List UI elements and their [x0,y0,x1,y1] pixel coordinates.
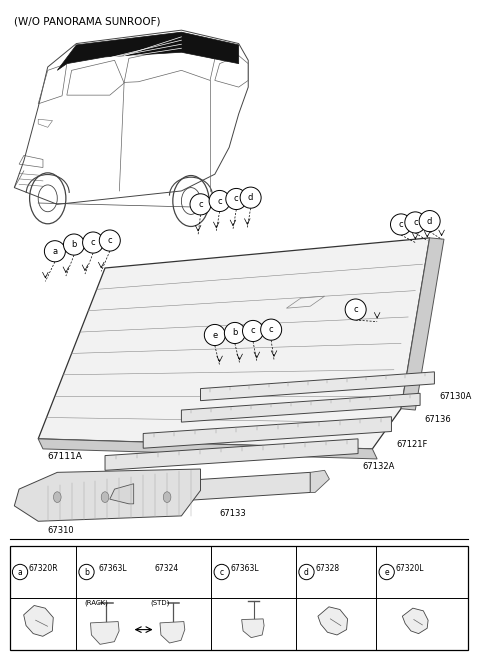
Polygon shape [57,32,239,70]
Polygon shape [14,469,201,521]
Polygon shape [201,372,434,401]
Polygon shape [110,484,133,504]
Text: b: b [232,328,238,338]
Ellipse shape [79,564,94,580]
Text: 67111A: 67111A [48,452,83,461]
Ellipse shape [44,241,65,262]
Text: 67130A: 67130A [439,392,471,401]
Text: 67310: 67310 [48,526,74,535]
Text: c: c [217,196,222,206]
Text: d: d [304,567,309,576]
Text: 67121F: 67121F [396,440,428,449]
Ellipse shape [99,230,120,251]
Text: a: a [18,567,23,576]
Ellipse shape [405,212,426,233]
Text: 67320R: 67320R [29,564,58,573]
Text: c: c [108,236,112,245]
Text: c: c [413,218,418,227]
Polygon shape [181,393,420,422]
Polygon shape [38,439,377,459]
Polygon shape [24,606,53,636]
Polygon shape [241,619,264,638]
Circle shape [163,492,171,502]
Polygon shape [402,608,428,634]
Text: b: b [72,240,77,249]
Ellipse shape [12,564,28,580]
Ellipse shape [299,564,314,580]
Polygon shape [310,470,329,492]
Text: d: d [427,216,432,226]
Text: (RACK): (RACK) [84,600,108,606]
Polygon shape [38,238,430,449]
Text: c: c [91,238,96,247]
Ellipse shape [242,320,264,342]
Text: 67324: 67324 [155,564,179,573]
Text: e: e [384,567,389,576]
Text: a: a [52,247,58,256]
Text: (STD): (STD) [150,600,169,606]
Ellipse shape [240,187,261,208]
Text: c: c [269,325,274,334]
Ellipse shape [391,214,411,235]
Text: 67320L: 67320L [395,564,424,573]
Ellipse shape [214,564,229,580]
Ellipse shape [224,322,245,344]
Ellipse shape [209,190,230,212]
Ellipse shape [419,210,440,232]
Text: c: c [353,305,358,314]
Text: 67328: 67328 [315,564,339,573]
Text: c: c [198,200,203,209]
Text: 67132A: 67132A [363,462,395,471]
Text: 67363L: 67363L [230,564,259,573]
Polygon shape [318,607,348,635]
Ellipse shape [379,564,395,580]
Ellipse shape [345,299,366,320]
Text: 67363L: 67363L [99,564,128,573]
Text: 67136: 67136 [425,415,452,424]
Text: d: d [248,193,253,202]
Text: c: c [220,567,224,576]
Ellipse shape [226,188,247,210]
Text: c: c [399,220,403,229]
Ellipse shape [204,324,225,346]
Polygon shape [401,238,444,410]
Circle shape [53,492,61,502]
Ellipse shape [83,232,104,253]
Polygon shape [160,622,185,643]
Polygon shape [143,417,392,448]
Text: (W/O PANORAMA SUNROOF): (W/O PANORAMA SUNROOF) [14,17,161,27]
Text: c: c [251,326,255,336]
Polygon shape [105,439,358,470]
Text: c: c [234,194,239,204]
Ellipse shape [190,194,211,215]
Text: b: b [84,567,89,576]
Ellipse shape [261,319,282,340]
Ellipse shape [63,234,84,255]
Text: 67133: 67133 [219,509,246,518]
Text: e: e [212,330,217,340]
Polygon shape [90,622,119,645]
Polygon shape [133,472,310,504]
Circle shape [101,492,109,502]
